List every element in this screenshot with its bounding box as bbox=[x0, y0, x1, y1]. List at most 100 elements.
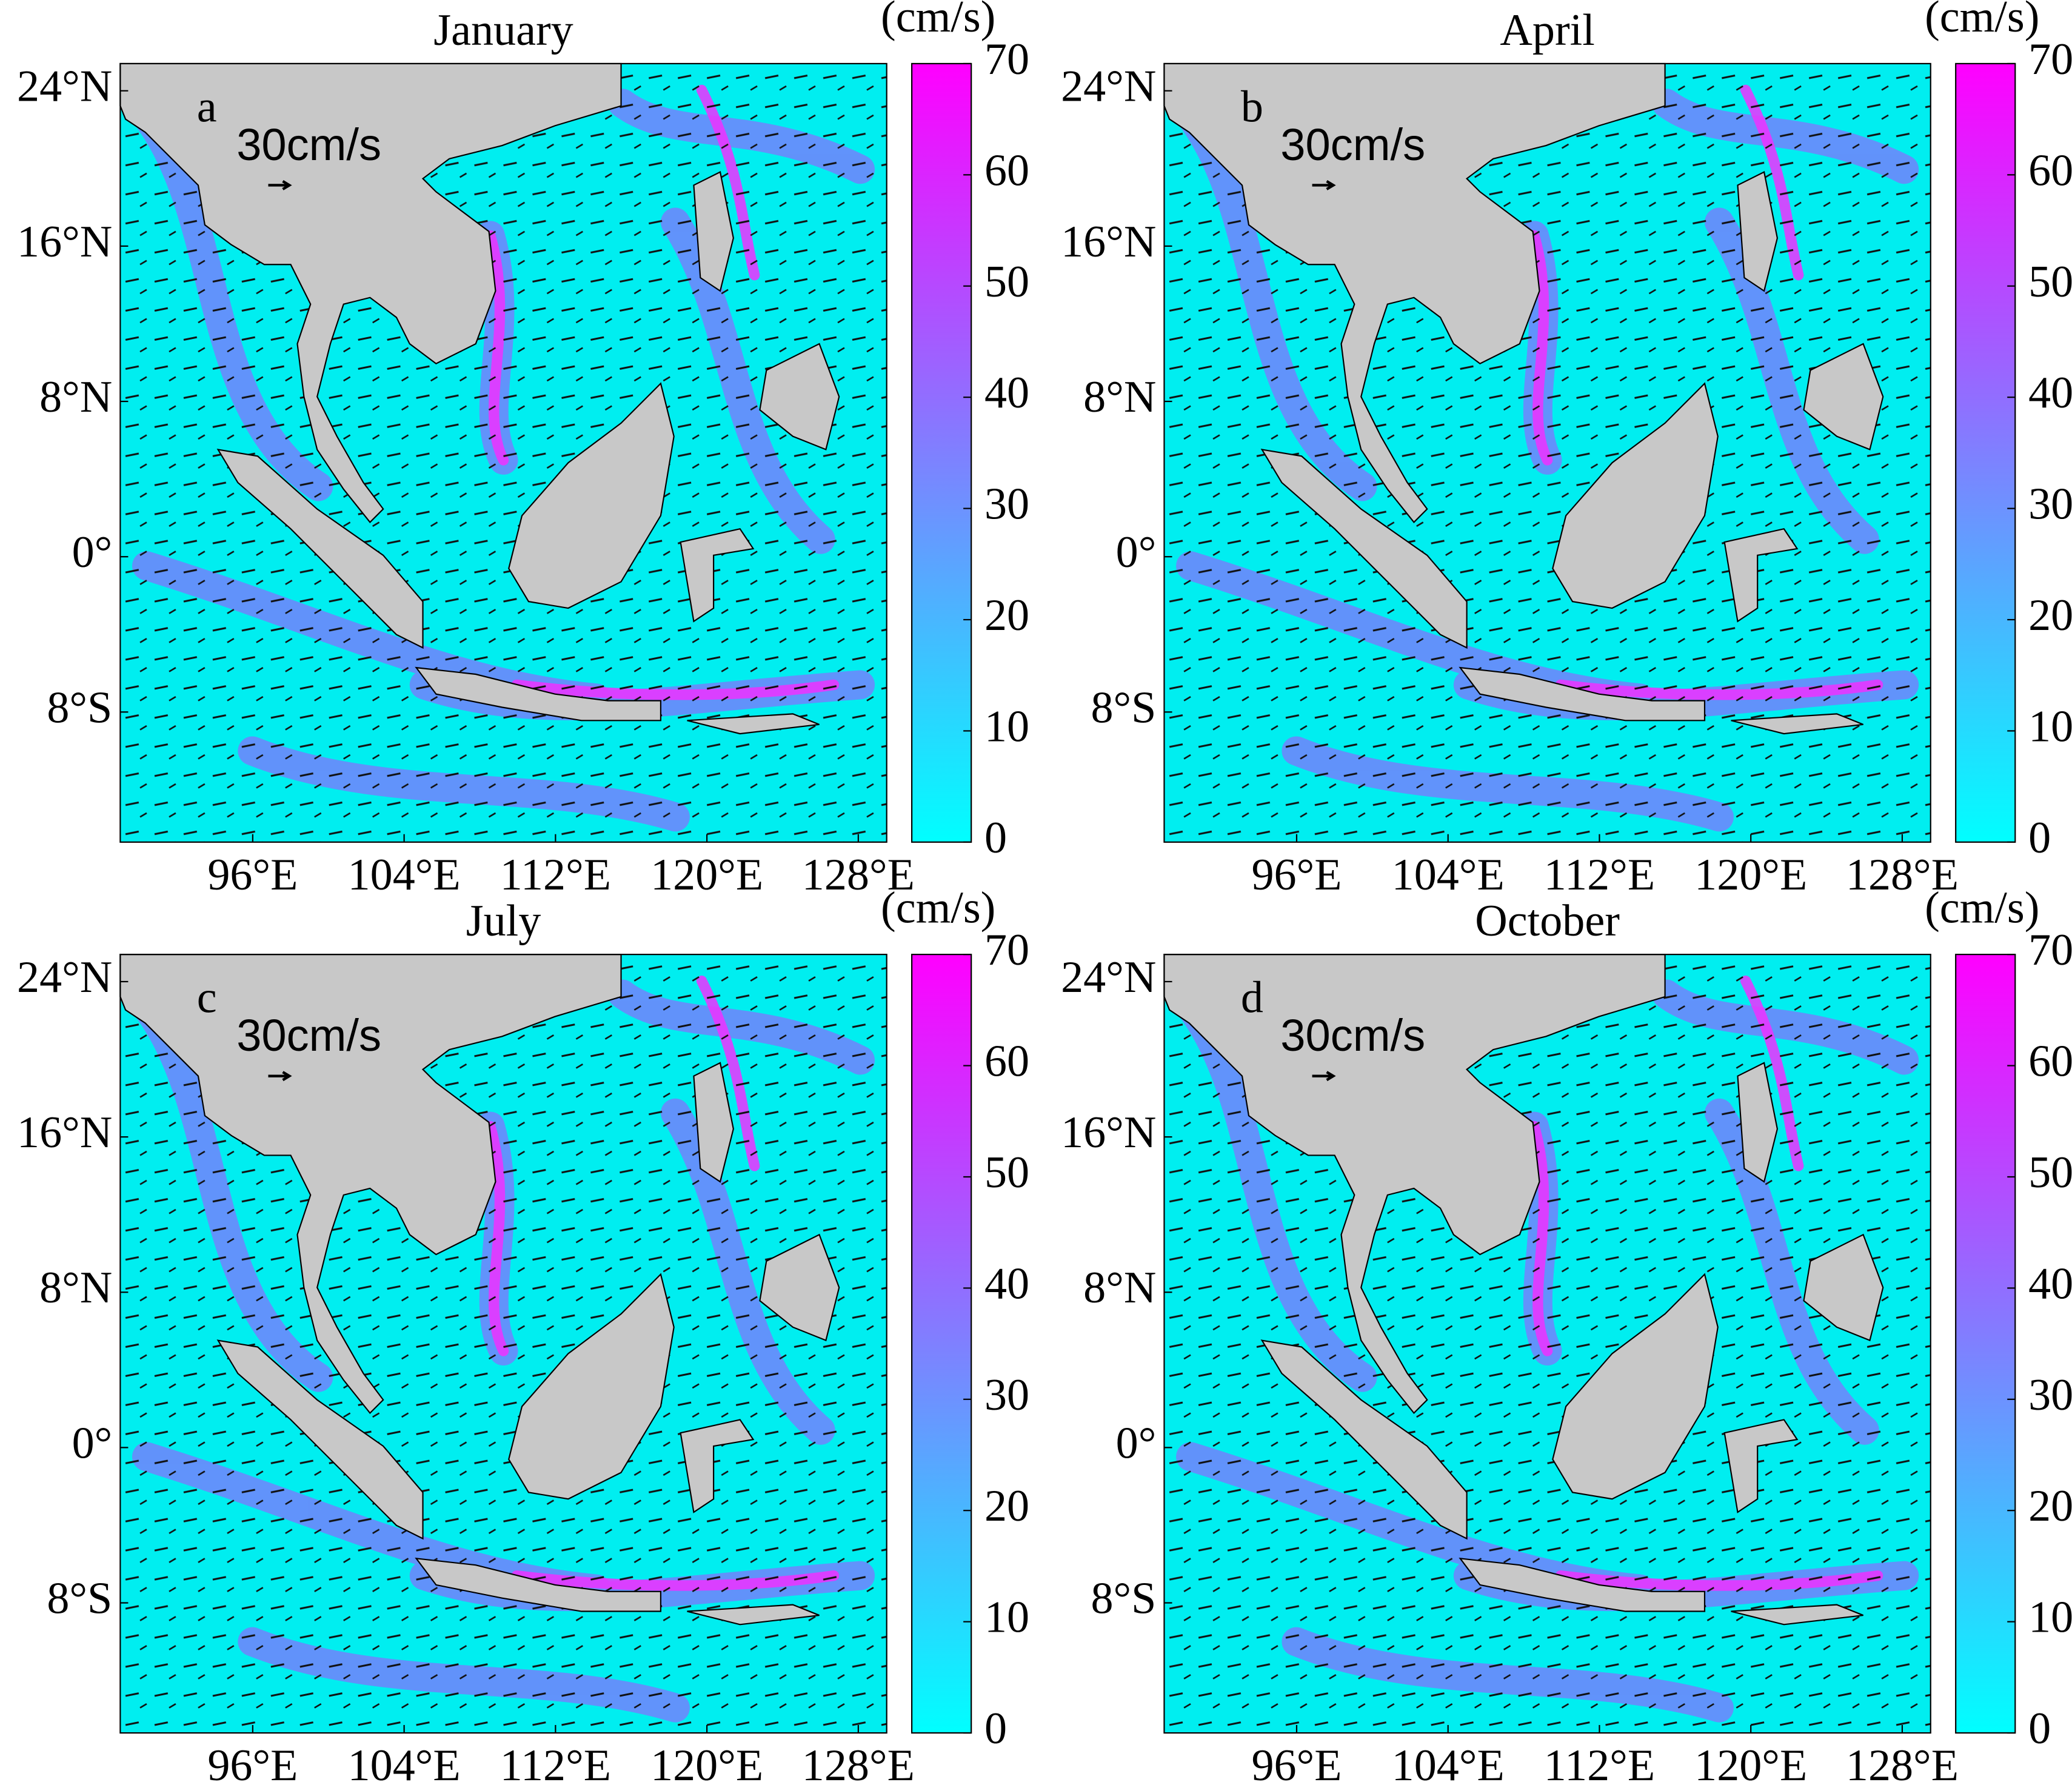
colorbar-tick-label: 50 bbox=[2028, 1148, 2072, 1197]
map bbox=[1164, 954, 1930, 1733]
colorbar-tick-label: 10 bbox=[984, 1593, 1029, 1643]
scale-arrow bbox=[1312, 180, 1336, 190]
colorbar-tick-label: 30 bbox=[2028, 1370, 2072, 1420]
colorbar-tick-label: 50 bbox=[2028, 257, 2072, 307]
x-tick-label: 104°E bbox=[348, 1741, 461, 1782]
colorbar-tick-label: 40 bbox=[984, 1259, 1029, 1308]
x-tick-label: 96°E bbox=[1251, 850, 1342, 900]
x-tick-label: 128°E bbox=[802, 850, 915, 900]
y-tick-label: 24°N bbox=[17, 953, 112, 1002]
colorbar-tick-label: 70 bbox=[2028, 925, 2072, 975]
map-panel bbox=[120, 954, 886, 1733]
map bbox=[120, 954, 886, 1733]
colorbar-unit: (cm/s) bbox=[881, 883, 995, 933]
x-tick-label: 96°E bbox=[207, 850, 298, 900]
colorbar-tick-label: 20 bbox=[984, 1481, 1029, 1531]
panel-letter: a bbox=[197, 82, 217, 132]
colorbar bbox=[1955, 954, 2016, 1734]
panel-letter: b bbox=[1241, 82, 1263, 132]
y-tick-label: 16°N bbox=[1061, 1108, 1156, 1157]
scale-label: 30cm/s bbox=[236, 1010, 381, 1060]
colorbar-tick-label: 70 bbox=[984, 925, 1029, 975]
colorbar-tick-label: 20 bbox=[2028, 591, 2072, 640]
colorbar bbox=[1955, 62, 2016, 843]
x-tick-label: 112°E bbox=[1544, 850, 1655, 900]
map-panel bbox=[1164, 64, 1930, 842]
y-tick-label: 24°N bbox=[1061, 953, 1156, 1002]
x-tick-label: 104°E bbox=[348, 850, 461, 900]
x-tick-label: 120°E bbox=[1694, 850, 1807, 900]
y-tick-label: 0° bbox=[1116, 528, 1157, 577]
x-tick-label: 104°E bbox=[1392, 1741, 1505, 1782]
x-tick-label: 96°E bbox=[207, 1741, 298, 1782]
y-tick-label: 0° bbox=[1116, 1418, 1157, 1468]
y-tick-label: 0° bbox=[72, 1418, 113, 1468]
colorbar-tick-label: 30 bbox=[984, 480, 1029, 529]
x-tick-label: 112°E bbox=[500, 850, 611, 900]
colorbar-tick-label: 70 bbox=[2028, 35, 2072, 84]
y-tick-label: 24°N bbox=[17, 62, 112, 112]
x-tick-label: 128°E bbox=[1846, 1741, 1959, 1782]
y-tick-label: 8°S bbox=[1091, 1574, 1156, 1624]
map-panel bbox=[1164, 954, 1930, 1733]
x-tick-label: 104°E bbox=[1392, 850, 1505, 900]
panel-title: October bbox=[1475, 896, 1620, 946]
scale-label: 30cm/s bbox=[1280, 1010, 1425, 1060]
panel-title: April bbox=[1500, 5, 1594, 55]
colorbar-tick-label: 40 bbox=[984, 368, 1029, 418]
colorbar-tick-label: 20 bbox=[984, 591, 1029, 640]
colorbar-tick-label: 10 bbox=[2028, 702, 2072, 751]
colorbar-tick-label: 0 bbox=[2028, 1704, 2051, 1754]
colorbar-tick-label: 70 bbox=[984, 35, 1029, 84]
colorbar-unit: (cm/s) bbox=[1925, 883, 2039, 933]
x-tick-label: 120°E bbox=[1694, 1741, 1807, 1782]
y-tick-label: 24°N bbox=[1061, 62, 1156, 112]
x-tick-label: 120°E bbox=[650, 1741, 763, 1782]
y-tick-label: 16°N bbox=[17, 217, 112, 267]
x-tick-label: 128°E bbox=[802, 1741, 915, 1782]
x-tick-label: 96°E bbox=[1251, 1741, 1342, 1782]
scale-arrow bbox=[268, 1071, 292, 1082]
panel-letter: d bbox=[1241, 973, 1263, 1023]
colorbar-tick-label: 40 bbox=[2028, 1259, 2072, 1308]
colorbar-tick-label: 20 bbox=[2028, 1481, 2072, 1531]
colorbar bbox=[911, 954, 972, 1734]
colorbar-tick-label: 10 bbox=[2028, 1593, 2072, 1643]
colorbar-tick-label: 30 bbox=[984, 1370, 1029, 1420]
colorbar bbox=[911, 62, 972, 843]
y-tick-label: 8°N bbox=[1083, 372, 1156, 422]
x-tick-label: 112°E bbox=[1544, 1741, 1655, 1782]
map bbox=[120, 64, 886, 842]
y-tick-label: 8°S bbox=[1091, 683, 1156, 732]
colorbar-tick-label: 0 bbox=[984, 813, 1007, 863]
map-panel bbox=[120, 64, 886, 842]
scale-arrow bbox=[268, 180, 292, 190]
scale-label: 30cm/s bbox=[236, 119, 381, 170]
colorbar-tick-label: 0 bbox=[2028, 813, 2051, 863]
x-tick-label: 112°E bbox=[500, 1741, 611, 1782]
y-tick-label: 8°N bbox=[39, 372, 112, 422]
y-tick-label: 8°N bbox=[1083, 1263, 1156, 1313]
colorbar-unit: (cm/s) bbox=[881, 0, 995, 42]
colorbar-tick-label: 40 bbox=[2028, 368, 2072, 418]
x-tick-label: 128°E bbox=[1846, 850, 1959, 900]
panel-letter: c bbox=[197, 973, 217, 1023]
colorbar-tick-label: 30 bbox=[2028, 480, 2072, 529]
colorbar-tick-label: 60 bbox=[2028, 1037, 2072, 1087]
scale-arrow bbox=[1312, 1071, 1336, 1082]
colorbar-tick-label: 60 bbox=[984, 1037, 1029, 1087]
scale-label: 30cm/s bbox=[1280, 119, 1425, 170]
colorbar-tick-label: 60 bbox=[2028, 146, 2072, 195]
colorbar-tick-label: 0 bbox=[984, 1704, 1007, 1754]
y-tick-label: 0° bbox=[72, 528, 113, 577]
colorbar-tick-label: 50 bbox=[984, 257, 1029, 307]
colorbar-tick-label: 50 bbox=[984, 1148, 1029, 1197]
y-tick-label: 16°N bbox=[1061, 217, 1156, 267]
panel-title: July bbox=[466, 896, 541, 946]
panel-title: January bbox=[433, 5, 573, 55]
y-tick-label: 16°N bbox=[17, 1108, 112, 1157]
x-tick-label: 120°E bbox=[650, 850, 763, 900]
y-tick-label: 8°S bbox=[47, 683, 112, 732]
